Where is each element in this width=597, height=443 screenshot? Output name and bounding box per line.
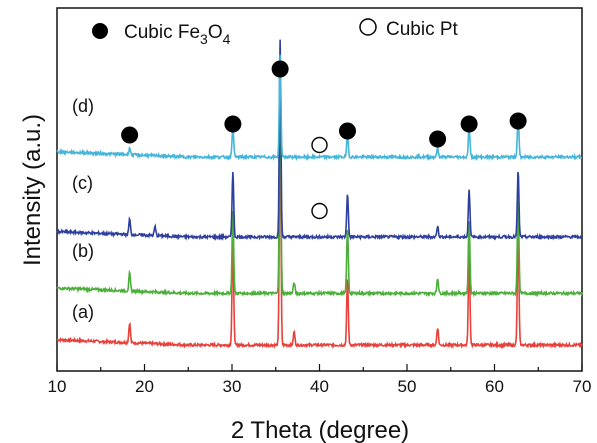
x-tick-label: 70 xyxy=(573,377,592,396)
x-tick-label: 10 xyxy=(48,377,67,396)
legend-fe3o4-label: Cubic Fe3O4 xyxy=(124,22,231,47)
phase-markers xyxy=(121,60,527,220)
series-line-a xyxy=(56,125,583,350)
series-line-c xyxy=(56,39,583,241)
x-axis-title: 2 Theta (degree) xyxy=(231,417,409,443)
xrd-curves xyxy=(56,39,583,350)
series-line-d xyxy=(56,54,583,162)
x-tick-label: 60 xyxy=(485,377,504,396)
x-axis-ticks xyxy=(56,364,583,371)
x-tick-label: 40 xyxy=(310,377,329,396)
pt-peak-marker xyxy=(311,202,328,220)
x-axis-tick-labels: 10 20 30 40 50 60 70 xyxy=(48,377,592,396)
curve-label-a: (a) xyxy=(72,302,94,322)
pt-peak-marker xyxy=(311,136,328,154)
legend-pt-label: Cubic Pt xyxy=(386,19,459,40)
fe3o4-peak-marker xyxy=(224,115,242,133)
x-tick-label: 20 xyxy=(135,377,154,396)
legend-pt-marker xyxy=(359,18,377,36)
y-axis-title: Intensity (a.u.) xyxy=(19,114,46,266)
curve-label-d: (d) xyxy=(72,96,94,116)
legend: Cubic Fe3O4 Cubic Pt xyxy=(92,18,459,47)
fe3o4-peak-marker xyxy=(429,130,447,148)
curve-label-c: (c) xyxy=(72,173,93,193)
fe3o4-peak-marker xyxy=(271,60,289,78)
series-line-b xyxy=(56,72,583,298)
plot-frame xyxy=(56,7,583,372)
x-tick-label: 50 xyxy=(398,377,417,396)
fe3o4-peak-marker xyxy=(509,112,527,130)
x-tick-label: 30 xyxy=(223,377,242,396)
curve-label-b: (b) xyxy=(72,241,94,261)
legend-fe3o4-marker xyxy=(92,23,108,39)
fe3o4-peak-marker xyxy=(339,122,356,140)
fe3o4-peak-marker xyxy=(460,115,478,133)
curve-labels: (a) (b) (c) (d) xyxy=(72,96,94,322)
fe3o4-peak-marker xyxy=(121,126,139,144)
